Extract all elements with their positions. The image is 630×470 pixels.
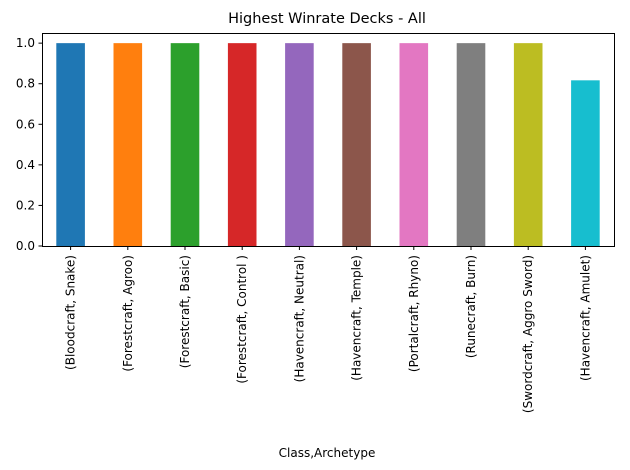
y-tick-label: 0.0: [16, 239, 35, 253]
x-tick-label: (Portalcraft, Rhyno): [407, 255, 421, 372]
x-tick-label: (Runecraft, Burn): [464, 255, 478, 358]
bar-7: [456, 43, 486, 247]
x-tick-label: (Bloodcraft, Snake): [64, 255, 78, 370]
y-tick-label: 0.8: [16, 77, 35, 91]
y-tick-label: 1.0: [16, 36, 35, 50]
x-axis: (Bloodcraft, Snake) (Forestcraft, Agroo) (…: [64, 246, 592, 413]
chart-title: Highest Winrate Decks - All: [228, 11, 426, 27]
x-tick-label: (Forestcraft, Agroo): [121, 255, 135, 372]
x-axis-label: Class,Archetype: [279, 446, 376, 460]
x-tick-label: (Havencraft, Temple): [350, 255, 364, 381]
x-tick-label: (Swordcraft, Aggro Sword): [521, 255, 535, 413]
bar-8: [513, 43, 543, 247]
bars-group: [56, 43, 600, 247]
plot-frame: [42, 33, 615, 247]
x-tick-label: (Forestcraft, Basic): [178, 255, 192, 368]
bar-2: [170, 43, 200, 247]
y-tick-label: 0.6: [16, 117, 35, 131]
x-tick-label: (Forestcraft, Control ): [235, 255, 249, 384]
bar-3: [227, 43, 257, 247]
bar-0: [56, 43, 85, 247]
bar-5: [342, 43, 371, 247]
x-tick-label: (Havencraft, Amulet): [578, 255, 592, 381]
y-tick-label: 0.4: [16, 158, 35, 172]
y-tick-label: 0.2: [16, 198, 35, 212]
x-tick-label: (Havencraft, Neutral): [292, 255, 306, 382]
bar-1: [113, 43, 143, 247]
y-axis: 0.0 0.2 0.4 0.6 0.8 1.0: [16, 36, 43, 253]
bar-9: [571, 80, 600, 246]
bar-6: [399, 43, 429, 247]
bar-4: [285, 43, 314, 247]
